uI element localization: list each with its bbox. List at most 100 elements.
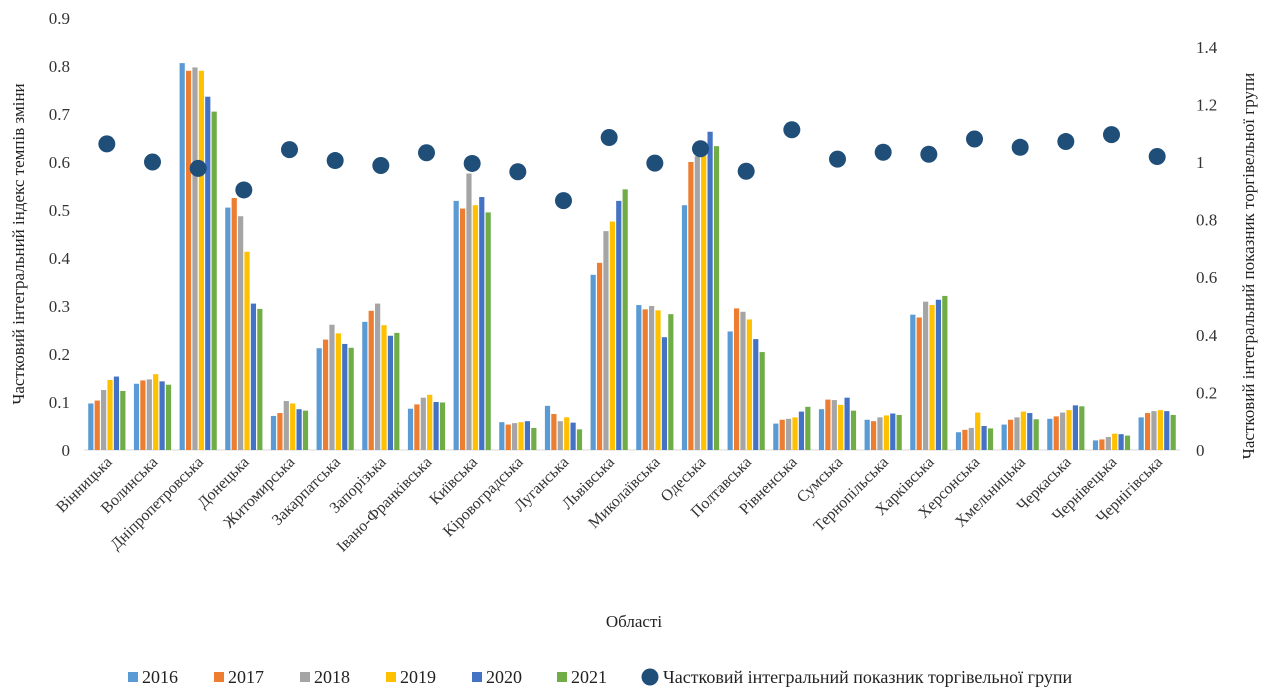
x-axis-title: Області	[606, 612, 663, 631]
bar-2019	[427, 394, 433, 450]
bar-2021	[120, 390, 126, 450]
bar-2019	[153, 374, 159, 450]
legend-marker	[641, 668, 659, 686]
bar-2021	[576, 429, 583, 450]
bar-2020	[1072, 405, 1079, 450]
marker-point	[874, 143, 892, 161]
bar-2018	[512, 423, 518, 450]
marker-point	[1148, 148, 1166, 166]
bar-2016	[270, 415, 277, 450]
bar-2019	[792, 417, 798, 450]
bar-2021	[942, 295, 948, 450]
bar-2021	[805, 406, 811, 450]
bar-2020	[1164, 411, 1170, 450]
bar-2016	[727, 331, 733, 450]
bar-2019	[472, 205, 478, 450]
bar-2019	[1157, 410, 1163, 450]
bar-2020	[935, 299, 942, 450]
y-tick-label: 0.5	[49, 201, 70, 220]
bar-2018	[329, 324, 335, 450]
bar-2018	[466, 173, 472, 450]
bar-2018	[375, 303, 381, 450]
y2-tick-label: 0.2	[1196, 383, 1217, 402]
bar-2018	[192, 67, 198, 450]
bar-2019	[564, 417, 570, 450]
marker-point	[235, 181, 253, 199]
bar-2016	[1001, 424, 1007, 450]
bar-2020	[844, 397, 850, 450]
bar-2018	[1060, 412, 1066, 450]
legend-item: 2021	[557, 667, 607, 687]
y-tick-label: 0.6	[49, 153, 70, 172]
legend-item: 2018	[300, 667, 350, 687]
legend-item: 2019	[386, 667, 436, 687]
marker-point	[98, 135, 116, 153]
bar-2019	[335, 333, 341, 450]
y2-tick-label: 0.8	[1196, 211, 1217, 230]
bar-2019	[975, 412, 981, 450]
bar-2021	[348, 347, 354, 450]
bar-2020	[616, 200, 622, 450]
legend-label: 2016	[142, 667, 178, 687]
bar-2021	[896, 414, 902, 450]
bar-2017	[322, 339, 329, 450]
marker-point	[509, 163, 527, 181]
bar-2019	[1020, 411, 1026, 450]
marker-point	[1103, 126, 1120, 144]
bar-2017	[916, 317, 922, 450]
y-axis-title: Частковий інтегральний індекс темпів змі…	[9, 83, 28, 404]
bar-2021	[485, 212, 491, 450]
y2-tick-label: 0	[1196, 441, 1205, 460]
bar-2016	[179, 63, 185, 451]
bar-2016	[910, 314, 916, 450]
bar-2020	[1118, 434, 1124, 450]
bar-2018	[557, 421, 563, 450]
bar-2021	[1079, 406, 1085, 450]
legend-swatch	[300, 672, 310, 682]
bar-2019	[929, 305, 935, 450]
bar-2021	[1033, 419, 1039, 450]
bar-2017	[733, 308, 740, 450]
y2-axis-tick-labels: 0 0.2 0.4 0.6 0.8 1 1.2 1.4	[1196, 38, 1218, 460]
bar-2019	[655, 310, 661, 450]
bar-2021	[439, 402, 446, 450]
bar-2020	[524, 421, 531, 450]
bar-2017	[1099, 439, 1105, 450]
legend-label: 2019	[400, 667, 436, 687]
bar-2020	[707, 131, 713, 450]
bar-2021	[394, 332, 400, 450]
y-tick-label: 0.4	[49, 249, 71, 268]
bar-2018	[740, 311, 746, 450]
bar-2017	[870, 421, 877, 450]
bar-2017	[596, 262, 603, 450]
legend-swatch	[472, 672, 482, 682]
marker-point	[646, 154, 664, 172]
y-tick-label: 0.8	[49, 57, 70, 76]
y-tick-label: 0.1	[49, 393, 70, 412]
marker-point	[692, 140, 709, 158]
bar-2021	[165, 384, 172, 450]
bar-2016	[955, 432, 962, 450]
bar-2017	[962, 429, 968, 450]
marker-point	[463, 154, 481, 172]
legend-label: 2018	[314, 667, 350, 687]
bar-2020	[981, 426, 987, 450]
bar-2021	[713, 146, 720, 450]
x-tick-label: Кіровоградська	[440, 454, 527, 541]
bar-2018	[1105, 437, 1111, 450]
bar-2016	[1047, 418, 1053, 450]
bar-2018	[877, 417, 883, 450]
bar-2021	[987, 428, 994, 450]
bar-2019	[290, 403, 296, 450]
bar-2018	[603, 231, 609, 450]
legend-label: 2017	[228, 667, 264, 687]
bar-2016	[407, 408, 414, 450]
y-axis-tick-labels: 0 0.1 0.2 0.3 0.4 0.5 0.6 0.7 0.8 0.9	[49, 9, 71, 460]
bar-2018	[1014, 417, 1020, 450]
bar-2016	[818, 409, 825, 450]
bar-2016	[362, 321, 368, 450]
bar-2020	[798, 411, 805, 450]
legend-item: 2017	[214, 667, 264, 687]
bar-2016	[1138, 417, 1144, 450]
bar-2021	[257, 308, 263, 450]
